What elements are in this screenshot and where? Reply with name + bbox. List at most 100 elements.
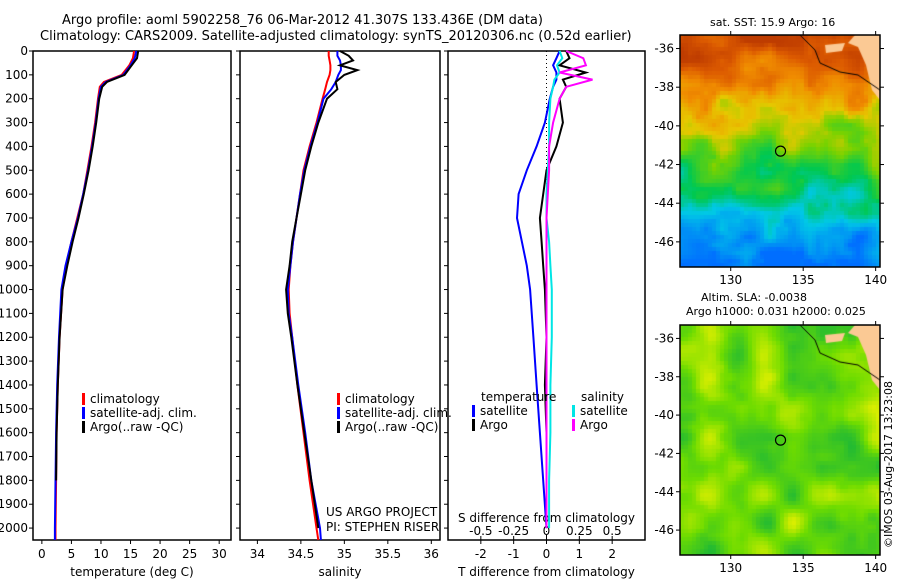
lat-tick-label: -38 xyxy=(654,370,674,384)
y-tick-label: 200 xyxy=(5,92,28,106)
sst-map-image xyxy=(680,35,880,267)
s-diff-legend-swatch xyxy=(572,419,575,431)
figure-title-line1: Argo profile: aoml 5902258_76 06-Mar-201… xyxy=(62,13,543,28)
y-tick-label: 1700 xyxy=(0,450,28,464)
y-tick-label: 400 xyxy=(5,139,28,153)
y-tick-label: 500 xyxy=(5,163,28,177)
temperature-panel: 0 5 10 15 20 25 30 temperature (deg C) climatolo… xyxy=(32,50,232,579)
x2-tick-label: 0.25 xyxy=(566,524,593,538)
x-tick-label: 20 xyxy=(152,547,167,561)
salinity-legend-label: Argo(..raw -QC) xyxy=(345,420,438,434)
y-tick-label: 1600 xyxy=(0,426,28,440)
x-tick-label: 25 xyxy=(182,547,197,561)
t-diff-legend-swatch xyxy=(472,419,475,431)
sla-map-subtitle: Argo h1000: 0.031 h2000: 0.025 xyxy=(686,305,866,318)
x-tick-label: 1 xyxy=(576,547,584,561)
y-tick-label: 1100 xyxy=(0,306,28,320)
lat-tick-label: -36 xyxy=(654,331,674,345)
sla-map-frame xyxy=(679,324,881,556)
temperature-legend-label: satellite-adj. clim. xyxy=(90,406,197,420)
y-tick-label: 1300 xyxy=(0,354,28,368)
x-axis-label: salinity xyxy=(318,565,361,579)
x-axis-label: temperature (deg C) xyxy=(70,565,193,579)
profile-location-marker xyxy=(774,434,787,446)
salinity-legend-label: climatology xyxy=(345,392,415,406)
x2-tick-label: -0.5 xyxy=(469,524,492,538)
s-diff-legend-label: satellite xyxy=(580,404,628,418)
y-tick-label: 900 xyxy=(5,259,28,273)
lat-tick-label: -40 xyxy=(654,119,674,133)
lat-tick-label: -44 xyxy=(654,485,674,499)
salinity-legend-swatch xyxy=(337,407,340,419)
x-tick-label: 2 xyxy=(608,547,616,561)
lon-tick-label: 135 xyxy=(792,273,815,287)
sst-map-axes: 130 135 140 -36 -38 -40 -42 -44 -46 xyxy=(654,31,887,287)
y-tick-label: 2000 xyxy=(0,521,28,535)
t-argo-diff-line xyxy=(538,50,590,529)
s-argo-diff-line xyxy=(545,50,593,529)
lon-tick-label: 130 xyxy=(719,273,742,287)
imos-credit: ©IMOS 03-Aug-2017 13:23:08 xyxy=(882,381,895,548)
temperature-axes-frame xyxy=(32,50,232,541)
x-axis-label: T difference from climatology xyxy=(457,565,635,579)
t-satellite-diff-line xyxy=(515,50,561,529)
y-tick-label: 600 xyxy=(5,187,28,201)
salinity-legend-label: satellite-adj. clim. xyxy=(345,406,452,420)
t-diff-legend-label: Argo xyxy=(480,418,508,432)
x-tick-label: 5 xyxy=(68,547,76,561)
x-tick-label: 0 xyxy=(543,547,551,561)
profile-location-marker xyxy=(774,145,787,157)
x-tick-label: -2 xyxy=(475,547,487,561)
y-tick-label: 1000 xyxy=(0,283,28,297)
temperature-legend-title: temperature xyxy=(481,390,556,404)
x2-tick-label: 0.5 xyxy=(603,524,622,538)
x-tick-label: 34.5 xyxy=(288,547,315,561)
y-tick-label: 1200 xyxy=(0,330,28,344)
lat-tick-label: -42 xyxy=(654,158,674,172)
x-tick-label: 34 xyxy=(250,547,265,561)
y-tick-label: 300 xyxy=(5,116,28,130)
t-diff-legend-label: satellite xyxy=(480,404,528,418)
lon-tick-label: 135 xyxy=(792,561,815,575)
temperature-legend-label: climatology xyxy=(90,392,160,406)
y-tick-label: 1900 xyxy=(0,497,28,511)
x-tick-label: 15 xyxy=(123,547,138,561)
x2-tick-label: 0 xyxy=(543,524,551,538)
sla-map-title: Altim. SLA: -0.0038 xyxy=(701,291,808,304)
x-tick-label: 36 xyxy=(424,547,439,561)
y-tick-label: 1400 xyxy=(0,378,28,392)
sst-map-title: sat. SST: 15.9 Argo: 16 xyxy=(710,16,836,29)
differences-panel: -2 -1 0 1 2 T difference from climatology -0.5… xyxy=(447,50,646,579)
s-diff-legend-swatch xyxy=(572,405,575,417)
salinity-line-2 xyxy=(285,50,361,529)
salinity-legend-title: salinity xyxy=(581,390,624,404)
sla-map-image xyxy=(680,325,880,555)
lat-tick-label: -40 xyxy=(654,408,674,422)
lat-tick-label: -46 xyxy=(654,235,674,249)
y-tick-label: 1800 xyxy=(0,473,28,487)
temperature-legend-swatch xyxy=(82,407,85,419)
x-tick-label: 10 xyxy=(93,547,108,561)
temperature-legend-swatch xyxy=(82,421,85,433)
lon-tick-label: 130 xyxy=(719,561,742,575)
x2-tick-label: -0.25 xyxy=(498,524,529,538)
temperature-legend-swatch xyxy=(82,393,85,405)
salinity-legend-swatch xyxy=(337,421,340,433)
s-diff-legend-label: Argo xyxy=(580,418,608,432)
t-diff-legend-swatch xyxy=(472,405,475,417)
lon-tick-label: 140 xyxy=(864,561,887,575)
lon-tick-label: 140 xyxy=(864,273,887,287)
x-tick-label: -1 xyxy=(508,547,520,561)
temperature-legend-label: Argo(..raw -QC) xyxy=(90,420,183,434)
x-tick-label: 35 xyxy=(337,547,352,561)
figure-title-line2: Climatology: CARS2009. Satellite-adjuste… xyxy=(40,29,632,44)
y-tick-label: 100 xyxy=(5,68,28,82)
lat-tick-label: -36 xyxy=(654,42,674,56)
lat-tick-label: -42 xyxy=(654,446,674,460)
project-annotation: US ARGO PROJECT xyxy=(326,505,438,519)
lat-tick-label: -38 xyxy=(654,80,674,94)
x-tick-label: 30 xyxy=(212,547,227,561)
